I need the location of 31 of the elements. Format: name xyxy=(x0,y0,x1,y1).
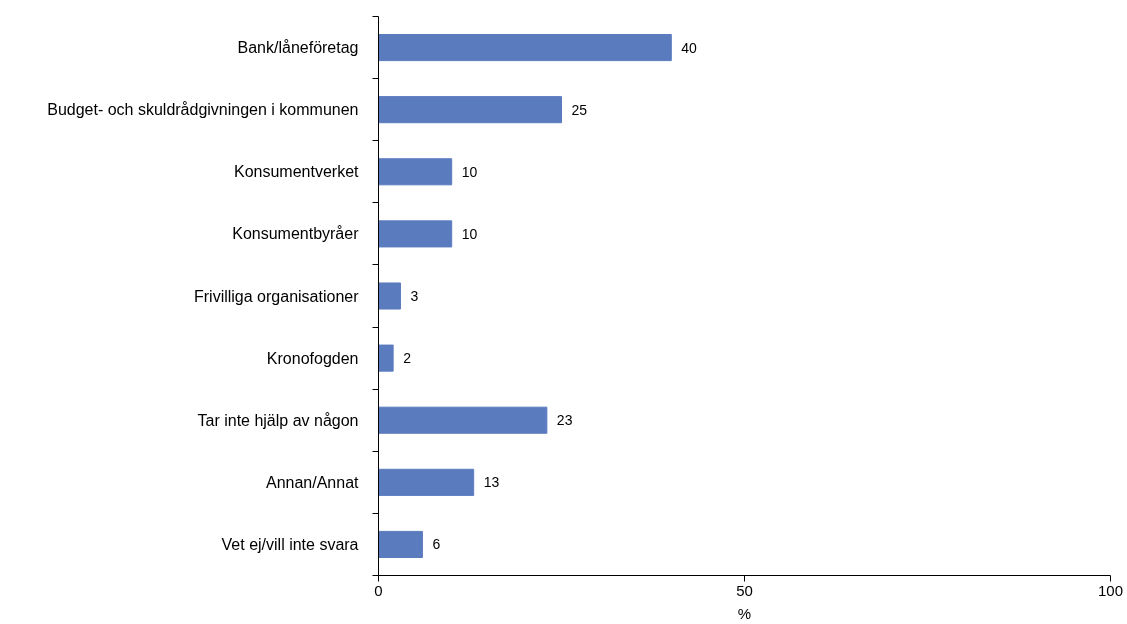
bar xyxy=(378,406,548,434)
y-tick-label: Tar inte hjälp av någon xyxy=(197,411,359,429)
x-tick-label: 100 xyxy=(1097,581,1124,599)
data-label: 40 xyxy=(681,39,698,56)
data-label: 10 xyxy=(461,225,478,242)
bar xyxy=(378,220,453,248)
x-axis-title: % xyxy=(737,604,752,622)
data-label: 23 xyxy=(556,412,573,429)
data-label: 25 xyxy=(571,101,588,118)
data-label: 6 xyxy=(432,536,441,553)
data-label: 10 xyxy=(461,163,478,180)
bar xyxy=(378,344,394,372)
y-tick-label: Frivilliga organisationer xyxy=(193,287,360,305)
bar xyxy=(378,530,423,558)
bar xyxy=(378,96,562,124)
bar xyxy=(378,468,475,496)
bar xyxy=(378,158,453,186)
y-tick-label: Kronofogden xyxy=(266,349,359,367)
x-tick-label: 0 xyxy=(374,581,383,599)
bar xyxy=(378,34,672,62)
data-label: 2 xyxy=(403,350,412,367)
bar xyxy=(378,282,401,310)
data-label: 3 xyxy=(410,288,419,304)
y-tick-label: Bank/låneföretag xyxy=(237,39,359,57)
y-tick-label: Annan/Annat xyxy=(265,473,360,491)
y-tick-label: Konsumentbyråer xyxy=(232,225,360,243)
x-tick-label: 50 xyxy=(736,581,753,599)
data-label: 13 xyxy=(483,474,500,491)
y-tick-label: Budget- och skuldrådgivningen i kommunen xyxy=(47,101,359,119)
y-tick-label: Konsumentverket xyxy=(233,163,360,181)
y-tick-label: Vet ej/vill inte svara xyxy=(221,535,359,553)
